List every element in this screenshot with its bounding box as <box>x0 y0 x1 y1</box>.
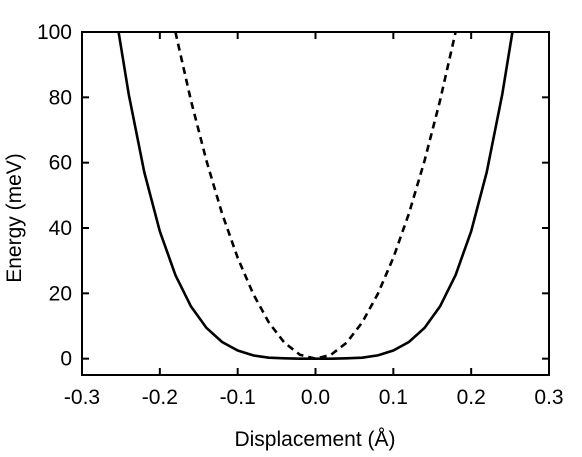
series-line-solid <box>117 32 514 360</box>
y-tick-label: 60 <box>49 152 72 175</box>
x-axis-title: Displacement (Å) <box>234 428 395 451</box>
x-tick-label: 0.1 <box>379 386 408 409</box>
y-axis-title: Energy (meV) <box>3 153 26 283</box>
y-tick-label: 80 <box>49 86 72 109</box>
y-tick-label: 0 <box>60 348 72 371</box>
x-tick-label: -0.1 <box>220 386 256 409</box>
axis-layer: -0.3 -0.2 -0.1 0.0 0.1 0.2 0.3 0 20 40 60 80 100 <box>37 21 564 409</box>
y-tick-label: 100 <box>37 21 72 44</box>
x-tick-label: 0.2 <box>457 386 486 409</box>
series-line-dashed <box>174 32 457 360</box>
x-tick-label: -0.3 <box>64 386 100 409</box>
y-tick-label: 20 <box>49 282 72 305</box>
plot-layer <box>117 32 514 360</box>
x-tick-label: -0.2 <box>142 386 178 409</box>
x-tick-label: 0.0 <box>301 386 330 409</box>
x-tick-label: 0.3 <box>534 386 563 409</box>
y-tick-label: 40 <box>49 217 72 240</box>
